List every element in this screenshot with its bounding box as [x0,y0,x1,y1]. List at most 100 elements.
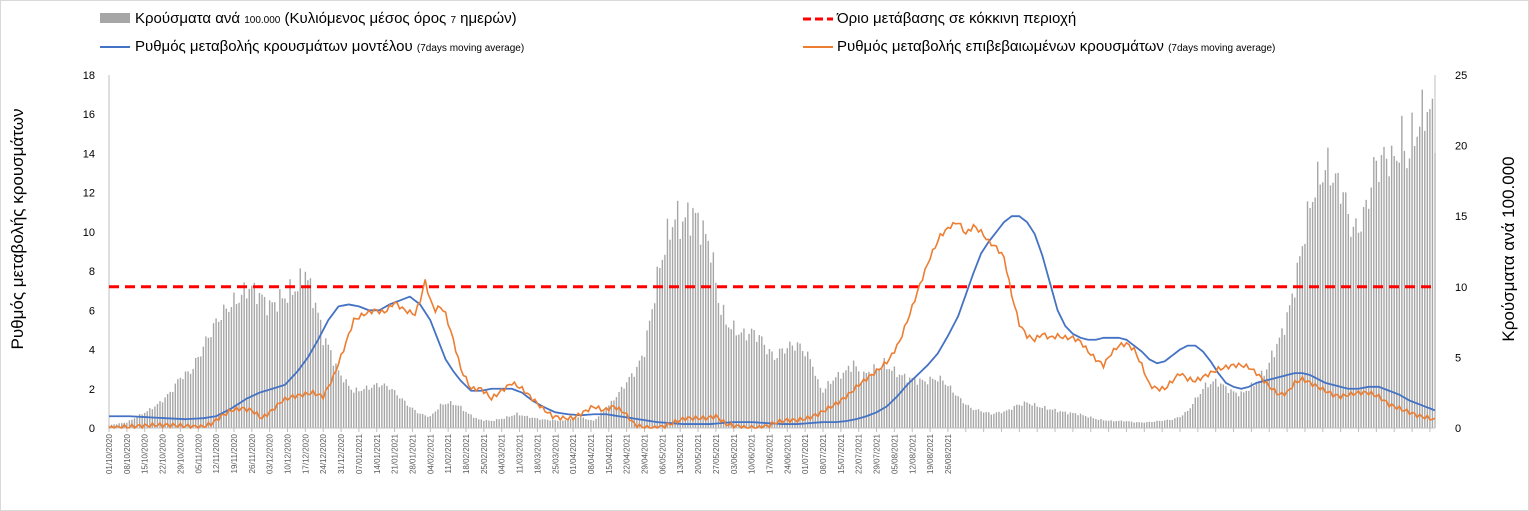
bar [164,397,166,428]
bar [284,298,286,428]
bar [342,382,345,428]
legend-label-bars: Κρούσματα ανά 100.000 (Κυλιόμενος μέσος … [135,10,517,27]
bar [299,268,301,428]
bar [200,356,202,428]
bar [750,328,753,428]
bar [511,415,513,428]
bar [1278,337,1281,428]
bar [597,416,600,428]
bar [990,414,992,428]
bar [687,202,689,428]
bar [1255,383,1258,428]
bar [1286,312,1288,428]
bar [174,383,176,428]
bar [345,379,347,428]
bar [368,389,370,428]
bar [727,327,730,428]
bar [679,239,681,428]
bar [1097,419,1100,428]
x-tick-label: 29/10/2020 [176,433,185,474]
bar [753,330,755,428]
line-series [108,215,1436,430]
bar [501,418,503,428]
y-tick-right: 10 [1455,282,1467,294]
bar [995,412,998,428]
bar [268,300,271,428]
bar [1143,422,1145,428]
bar [664,254,666,428]
legend-label-threshold: Όριο μετάβασης σε κόκκινη περιοχή [836,10,1076,27]
bar [1067,414,1069,428]
bar [1039,407,1041,428]
bar [1204,382,1207,428]
bar [1018,404,1021,428]
bar [1393,156,1395,428]
bar [529,418,531,428]
bar [954,395,957,428]
bar [1250,382,1253,428]
bar [1008,409,1010,428]
bar [274,302,276,428]
bar [156,403,159,428]
bar [1102,420,1105,428]
bar [1031,405,1033,428]
bar [271,302,273,428]
bar [1227,392,1230,428]
bar [789,341,791,428]
x-tick-label: 28/01/2021 [408,433,417,474]
bar [697,212,699,428]
bar [756,341,758,428]
bar [465,411,467,428]
confirmed-rate-line [108,221,1436,430]
bar [778,348,781,428]
x-tick-label: 24/06/2021 [783,433,792,474]
y-tick-left: 0 [89,423,95,435]
bar [289,279,291,428]
bar [870,374,873,428]
bar [480,419,482,428]
bar [572,417,574,428]
bar [1263,375,1265,428]
bar [526,415,528,428]
bar [1319,184,1321,428]
bar [868,371,870,428]
bar [1424,130,1426,428]
bar [605,409,607,428]
bar [404,400,406,428]
bar [195,357,197,428]
bar [450,401,452,428]
bar [536,418,539,428]
x-tick-label: 17/06/2021 [765,433,774,474]
bar [263,296,266,428]
bar [863,371,865,428]
bar [1212,381,1214,428]
bar [1339,203,1342,428]
bar [276,311,278,428]
bar [1411,112,1413,429]
bar [1199,394,1202,428]
bar [1240,391,1242,428]
bar [944,384,947,428]
bar [827,381,829,428]
bar [212,323,215,428]
bar [725,324,727,428]
bar [1237,396,1240,428]
bar [513,415,516,428]
bar [1421,89,1423,429]
bar [452,404,454,428]
bar [549,420,551,428]
x-tick-label: 05/08/2021 [890,433,899,474]
x-tick-label: 05/11/2020 [194,433,203,473]
bar [1429,109,1431,428]
bar [1090,416,1092,428]
bar [564,420,567,428]
bar [829,383,832,428]
bar [712,252,715,428]
bar [1207,387,1209,428]
bar [1248,390,1250,428]
bar [317,312,319,428]
bar [146,411,148,428]
bar [399,398,401,428]
bar [745,340,748,428]
bar [1352,226,1355,428]
